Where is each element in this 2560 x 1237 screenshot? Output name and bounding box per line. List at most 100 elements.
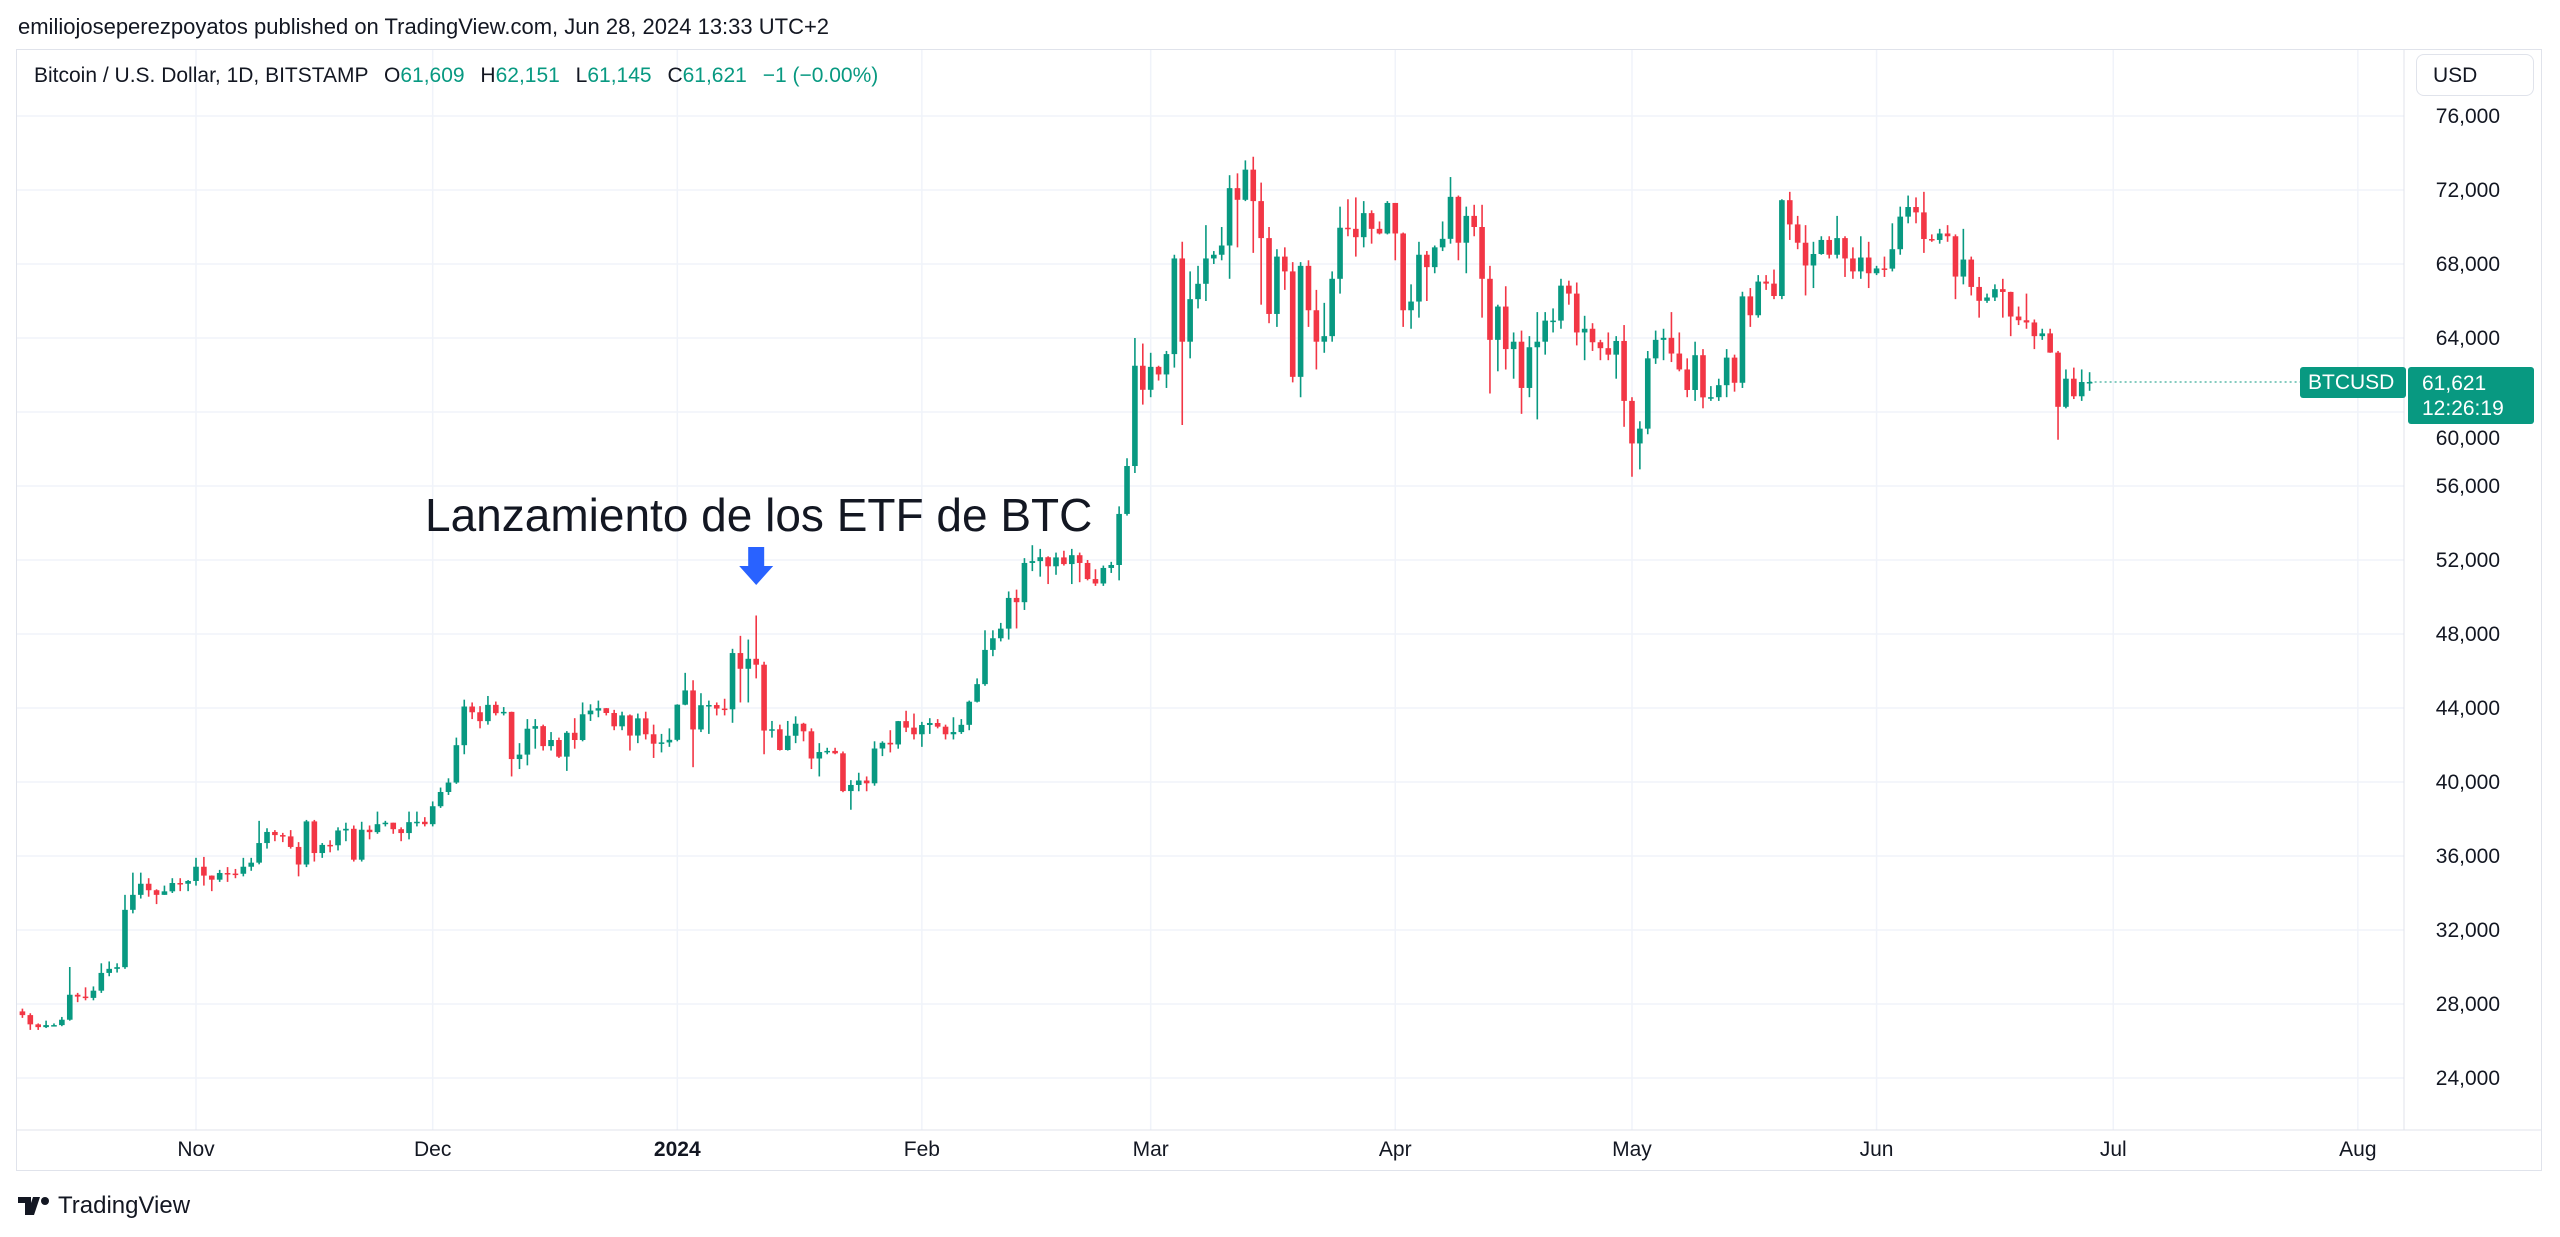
candle-body [1140, 365, 1146, 390]
candle-body [1629, 400, 1635, 444]
bar-countdown: 12:26:19 [2422, 397, 2504, 420]
candle-body [863, 780, 870, 784]
candle [429, 801, 436, 827]
candle [2015, 306, 2022, 326]
candle-body [1952, 236, 1959, 277]
candle [485, 695, 491, 725]
candle-body [1589, 328, 1596, 343]
candle-body [1889, 249, 1896, 269]
candle-body [650, 734, 657, 744]
candle-body [445, 782, 452, 792]
candle [1913, 197, 1919, 224]
candle-body [272, 831, 278, 836]
candle [1384, 201, 1391, 235]
candle [1234, 173, 1241, 248]
candle [1992, 284, 1998, 301]
candle [406, 811, 412, 840]
candle [784, 720, 791, 751]
candle [2047, 328, 2053, 353]
candle-body [958, 724, 965, 733]
candle-body [1684, 369, 1691, 390]
chart-frame[interactable] [16, 49, 2542, 1171]
candle [1360, 201, 1367, 248]
candle [224, 867, 231, 882]
candle [1218, 227, 1225, 261]
candle-body [1345, 227, 1351, 230]
candle-body [1621, 340, 1627, 401]
candle [1905, 195, 1911, 224]
candle-body [59, 1019, 65, 1026]
candle-body [382, 822, 389, 825]
candle-body [2086, 382, 2093, 384]
candle-body [1944, 233, 1951, 237]
candle [398, 827, 404, 842]
candle [272, 830, 278, 842]
candle [1968, 256, 1975, 296]
candle-body [761, 664, 767, 731]
candle [1605, 332, 1612, 361]
candle [1250, 156, 1257, 253]
candle-body [1692, 355, 1698, 390]
candle-body [642, 718, 649, 735]
time-tick-label: Jun [1860, 1138, 1894, 1161]
candle [1518, 330, 1525, 414]
candle [516, 743, 523, 770]
candle-body [690, 690, 696, 730]
candle [1850, 247, 1856, 279]
candle-body [51, 1025, 57, 1027]
candle [1337, 206, 1343, 294]
candle-body [374, 824, 381, 833]
candle-body [1353, 228, 1359, 238]
candle-body [358, 829, 365, 860]
candle [2039, 328, 2046, 340]
candle [422, 817, 428, 827]
candle-body [169, 883, 176, 892]
candle [1558, 278, 1564, 329]
candle-body [990, 638, 996, 650]
candle-body [1005, 597, 1012, 629]
candle [1147, 352, 1154, 398]
candle [19, 1008, 26, 1018]
candle [1826, 236, 1833, 259]
price-tick-label: 36,000 [2436, 845, 2500, 868]
candle [106, 961, 113, 977]
candle [1076, 552, 1083, 583]
candle-body [1195, 283, 1201, 300]
candle [1124, 458, 1130, 516]
currency-button[interactable]: USD [2416, 54, 2534, 96]
candle [1794, 215, 1801, 250]
candle [240, 857, 247, 877]
time-tick-label: 2024 [654, 1138, 701, 1161]
candle-body [800, 723, 807, 732]
close-label: C [667, 64, 683, 87]
candle-body [745, 658, 752, 669]
candle-body [887, 742, 894, 745]
candle-body [1755, 281, 1762, 316]
candle-body [1558, 285, 1564, 321]
candle [848, 780, 854, 810]
candle [997, 622, 1004, 642]
candle [1708, 386, 1714, 401]
candle-body [216, 873, 223, 880]
candle-body [950, 732, 957, 735]
candle [2007, 291, 2014, 337]
candle-body [1597, 342, 1604, 349]
candle [1140, 343, 1146, 405]
candle-body [1408, 301, 1414, 311]
candle [1502, 286, 1509, 370]
candle [122, 894, 128, 969]
candle-body [453, 745, 460, 783]
tradingview-logo[interactable]: TradingView [18, 1192, 190, 1220]
candle-body [1392, 202, 1399, 234]
annotation-text[interactable]: Lanzamiento de los ETF de BTC [425, 489, 1093, 541]
candle-body [137, 883, 144, 895]
candle-body [2000, 289, 2006, 292]
candle-body [571, 732, 578, 741]
candle [1037, 548, 1044, 577]
low-label: L [575, 64, 588, 87]
symbol-tag: BTCUSD [2300, 367, 2406, 398]
candle [232, 868, 239, 879]
candle [279, 832, 286, 843]
symbol-description[interactable]: Bitcoin / U.S. Dollar, 1D, BITSTAMP [34, 64, 369, 87]
